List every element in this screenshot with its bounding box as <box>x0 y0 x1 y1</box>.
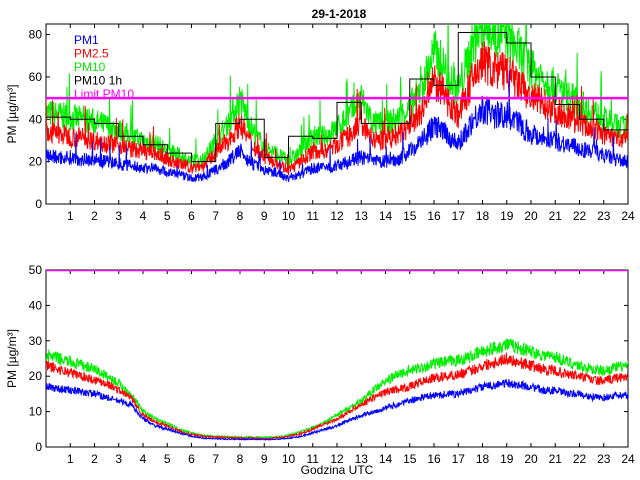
series-pm10 <box>46 337 628 439</box>
x-tick-label: 22 <box>573 209 587 223</box>
x-tick-label: 1 <box>67 452 74 466</box>
legend-item: PM10 <box>74 60 106 74</box>
x-tick-label: 10 <box>282 209 296 223</box>
y-tick-label: 20 <box>29 155 43 169</box>
x-tick-label: 15 <box>403 452 417 466</box>
y-tick-label: 10 <box>29 405 43 419</box>
plot-area <box>46 270 628 442</box>
x-tick-label: 13 <box>355 209 369 223</box>
x-tick-label: 17 <box>452 452 466 466</box>
x-tick-label: 19 <box>500 452 514 466</box>
x-tick-label: 12 <box>330 452 344 466</box>
plot-area <box>46 24 628 183</box>
x-tick-label: 20 <box>524 452 538 466</box>
y-axis-label: PM [µg/m³] <box>5 85 19 144</box>
y-tick-label: 20 <box>29 369 43 383</box>
x-tick-label: 10 <box>282 452 296 466</box>
y-axis-label: PM [µg/m³] <box>5 329 19 388</box>
legend-item: Limit PM10 <box>74 87 134 101</box>
y-tick-label: 80 <box>29 28 43 42</box>
x-tick-label: 19 <box>500 209 514 223</box>
x-tick-label: 18 <box>476 452 490 466</box>
series-pm1 <box>46 70 628 183</box>
x-tick-label: 16 <box>427 452 441 466</box>
x-tick-label: 12 <box>330 209 344 223</box>
x-tick-label: 5 <box>164 452 171 466</box>
x-tick-label: 17 <box>452 209 466 223</box>
x-tick-label: 24 <box>621 452 635 466</box>
x-tick-label: 9 <box>261 209 268 223</box>
legend-item: PM1 <box>74 33 99 47</box>
x-tick-label: 24 <box>621 209 635 223</box>
x-tick-label: 23 <box>597 209 611 223</box>
x-tick-label: 4 <box>140 209 147 223</box>
x-tick-label: 2 <box>91 209 98 223</box>
x-tick-label: 15 <box>403 209 417 223</box>
chart-panel-bottom: 1 2 3 4 5 6 7 8 9 10 11 12 13 14 15 16 17 18 19 20 21 22 23 240… <box>5 263 635 466</box>
x-tick-label: 21 <box>549 452 563 466</box>
x-tick-label: 16 <box>427 209 441 223</box>
x-tick-label: 14 <box>379 209 393 223</box>
x-tick-label: 6 <box>188 209 195 223</box>
x-tick-label: 2 <box>91 452 98 466</box>
x-tick-label: 23 <box>597 452 611 466</box>
x-tick-label: 22 <box>573 452 587 466</box>
x-tick-label: 14 <box>379 452 393 466</box>
x-tick-label: 18 <box>476 209 490 223</box>
x-tick-label: 3 <box>115 452 122 466</box>
y-tick-label: 0 <box>35 197 42 211</box>
y-tick-label: 40 <box>29 112 43 126</box>
x-tick-label: 11 <box>307 452 320 466</box>
x-tick-label: 9 <box>261 452 268 466</box>
y-tick-label: 50 <box>29 263 43 277</box>
x-tick-label: 1 <box>67 209 74 223</box>
x-tick-label: 3 <box>115 209 122 223</box>
series-pm1 <box>46 379 628 442</box>
x-tick-label: 21 <box>549 209 563 223</box>
x-tick-label: 4 <box>140 452 147 466</box>
x-axis-label: Godzina UTC <box>301 463 374 477</box>
y-tick-label: 40 <box>29 298 43 312</box>
x-tick-label: 8 <box>237 209 244 223</box>
chart-panel-top: 1 2 3 4 5 6 7 8 9 10 11 12 13 14 15 16 17 18 19 20 21 22 23 240… <box>5 23 635 223</box>
chart-title: 29-1-2018 <box>312 7 367 21</box>
x-tick-label: 13 <box>355 452 369 466</box>
x-tick-label: 6 <box>188 452 195 466</box>
legend-item: PM10 1h <box>74 74 122 88</box>
x-tick-label: 20 <box>524 209 538 223</box>
x-tick-label: 7 <box>212 452 219 466</box>
x-tick-label: 8 <box>237 452 244 466</box>
legend-item: PM2.5 <box>74 47 109 61</box>
x-tick-label: 7 <box>212 209 219 223</box>
x-tick-label: 5 <box>164 209 171 223</box>
series-pm10-1h <box>46 31 628 163</box>
y-tick-label: 30 <box>29 334 43 348</box>
y-tick-label: 60 <box>29 70 43 84</box>
series-pm2-5 <box>46 352 628 440</box>
y-tick-label: 0 <box>35 440 42 454</box>
x-tick-label: 11 <box>307 209 320 223</box>
